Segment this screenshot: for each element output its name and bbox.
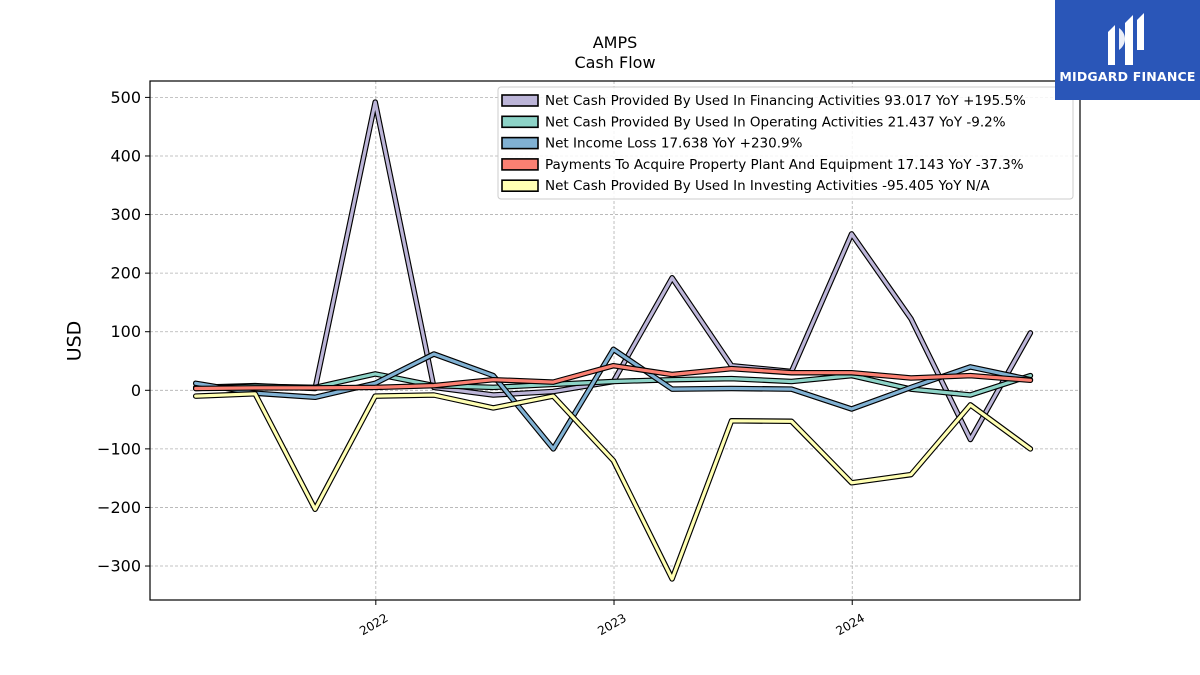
y-tick-label: −200 [97,498,141,517]
legend-swatch [501,158,539,171]
series-lines [192,99,1034,582]
midgard-logo-icon [1108,13,1144,65]
legend-label: Net Cash Provided By Used In Financing A… [545,93,1026,109]
y-tick-label: 400 [110,146,141,165]
x-tick-label: 2023 [595,611,628,638]
legend-swatch [501,136,539,150]
series-line-2 [194,372,1033,397]
legend-swatch [501,179,539,192]
series-line-5 [194,392,1033,581]
y-tick-label: 300 [110,205,141,224]
y-tick-label: 200 [110,264,141,283]
legend-box [497,86,1074,200]
y-tick-label: −100 [97,439,141,458]
legend: Net Cash Provided By Used In Financing A… [497,86,1074,200]
x-axis: 2022 2023 2024 [357,600,867,638]
legend-swatch [501,94,539,107]
chart-title: AMPS [593,33,638,52]
y-axis-label: USD [64,321,86,362]
y-tick-label: −300 [97,557,141,576]
chart-subtitle: Cash Flow [574,53,655,72]
series-line-3 [194,347,1033,451]
legend-label: Net Cash Provided By Used In Operating A… [545,114,1006,130]
brand-name: MIDGARD FINANCE [1059,69,1196,84]
plot-frame [149,80,1081,601]
x-tick-label: 2024 [834,611,867,638]
legend-label: Net Income Loss 17.638 YoY +230.9% [545,136,803,152]
series-line-4 [194,364,1033,391]
y-tick-label: 500 [110,88,141,107]
y-tick-label: 100 [110,322,141,341]
legend-swatch [501,115,539,129]
x-tick-label: 2022 [357,611,390,638]
legend-label: Payments To Acquire Property Plant And E… [545,157,1024,173]
brand-logo: MIDGARD FINANCE [1055,0,1200,100]
series-line-outline [192,391,1034,582]
y-axis: 500 400 300 200 100 0 −100 −200 −300 [97,88,150,576]
legend-label: Net Cash Provided By Used In Investing A… [545,178,990,194]
y-tick-label: 0 [131,381,141,400]
